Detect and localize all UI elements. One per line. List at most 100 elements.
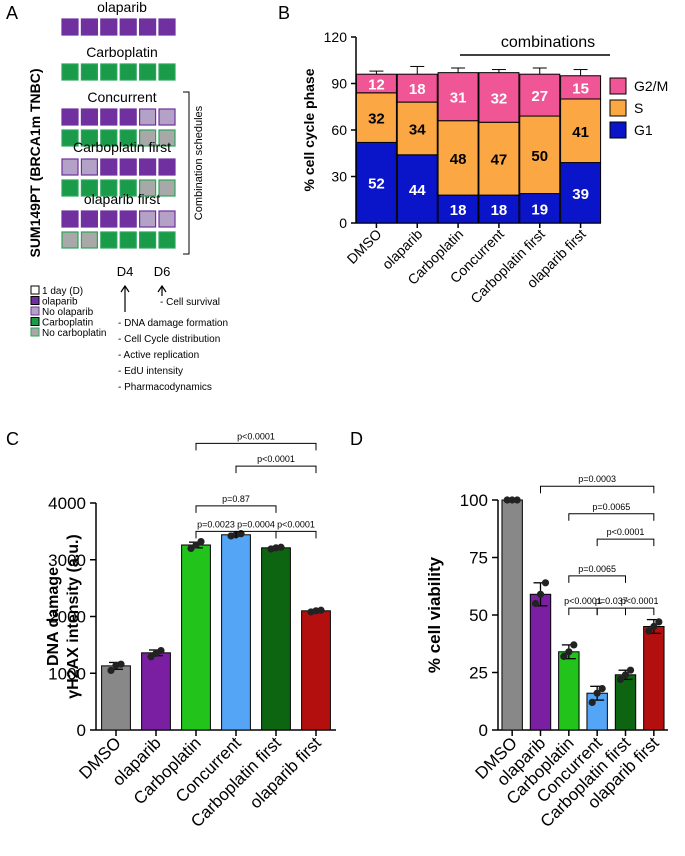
data-point [645, 627, 653, 635]
schedule-day-cell [158, 108, 176, 126]
significance-bracket [625, 607, 655, 616]
bar [221, 534, 251, 731]
legend-swatch [30, 327, 40, 337]
schedule-day-cell [139, 129, 157, 147]
schedule-day-cell [158, 63, 176, 81]
data-point [626, 666, 635, 674]
schedule-day-cell [139, 158, 157, 176]
data-point [117, 660, 125, 668]
segment-label: 12 [368, 77, 385, 94]
schedule-day-cell [119, 179, 137, 197]
legend-swatch [609, 99, 627, 117]
schedule-day-cell [158, 129, 176, 147]
p-value-label: p<0.0001 [277, 519, 315, 529]
data-point [593, 689, 601, 697]
panel-letter-b: B [278, 3, 290, 23]
significance-bracket [235, 465, 317, 474]
d4-mark: D4 [117, 264, 134, 279]
panel-letter-a: A [6, 3, 18, 23]
data-point [277, 543, 285, 551]
schedule-day-cell [100, 231, 118, 249]
significance-bracket [596, 538, 655, 547]
schedule-day-cell [61, 158, 79, 176]
schedule-day-cell [119, 129, 137, 147]
schedule-panel: SUM149PT (BRCA1m TNBC) Combination sched… [27, 0, 228, 393]
bar-segment-s [519, 115, 561, 195]
schedule-day-cell [119, 18, 137, 36]
bar-segment-g1 [560, 162, 602, 224]
schedule-day-cell [80, 63, 99, 81]
significance-bracket [275, 530, 317, 539]
schedule-day-cell [119, 63, 137, 81]
p-value-label: p=0.0023 [197, 519, 235, 529]
data-point [197, 537, 205, 546]
schedule-day-cell [61, 129, 79, 147]
data-point [598, 685, 606, 693]
segment-label: 19 [531, 201, 548, 218]
data-point [541, 579, 550, 587]
bar-segment-s [437, 120, 479, 196]
schedule-day-cell [100, 63, 118, 81]
y-tick-label: 0 [77, 721, 86, 740]
significance-bracket [195, 442, 317, 451]
legend-swatch [609, 121, 627, 139]
legend-swatch [30, 285, 40, 295]
y-tick-label: 0 [479, 721, 488, 740]
segment-label: 39 [572, 186, 589, 203]
p-value-label: p=0.87 [222, 494, 250, 504]
p-value-label: p=0.037 [595, 596, 628, 606]
d6-mark: D6 [154, 264, 171, 279]
d6-arrow [157, 284, 167, 296]
segment-label: 41 [572, 124, 589, 141]
y-axis-label: % cell cycle phase [301, 68, 317, 191]
schedule-day-cell [158, 231, 176, 249]
p-value-label: p<0.0001 [257, 454, 295, 464]
d6-readout: - Cell survival [160, 297, 220, 308]
data-point [107, 666, 115, 675]
y-tick-label: 120 [324, 29, 348, 45]
cell-line-label: SUM149PT (BRCA1m TNBC) [27, 68, 43, 257]
schedule-day-cell [80, 108, 99, 126]
data-point [508, 496, 516, 504]
schedule-day-cell [61, 210, 79, 228]
legend-swatch [30, 317, 40, 326]
p-value-label: p=0.0065 [578, 564, 616, 574]
bar [643, 626, 665, 731]
y-tick-label: 3000 [48, 551, 86, 570]
bar-segment-g2m [437, 72, 479, 122]
y-tick-label: 1000 [48, 664, 86, 683]
segment-label: 32 [491, 90, 508, 107]
schedule-day-cell [80, 179, 99, 197]
data-point [650, 622, 658, 631]
bar [301, 610, 331, 731]
schedule-day-cell [158, 158, 176, 176]
significance-bracket [568, 607, 598, 616]
cell-cycle-chart: 0 30 60 90 120 % cell cycle phase combinations… [301, 29, 668, 306]
data-point [621, 671, 630, 679]
data-point [570, 641, 578, 649]
bar-segment-s [478, 121, 520, 196]
legend-label: S [634, 100, 643, 116]
y-tick-label: 90 [331, 76, 347, 92]
bar [141, 652, 171, 731]
schedule-group-label: Concurrent [87, 89, 156, 105]
y-axis-label: DNA damage [45, 567, 62, 666]
legend-swatch [30, 306, 40, 316]
schedule-day-cell [139, 18, 157, 36]
d4-readout-5: - Pharmacodynamics [118, 382, 212, 393]
significance-bracket [568, 513, 655, 521]
schedule-day-cell [61, 231, 79, 249]
schedule-group-label: olaparib [97, 0, 147, 15]
bar-segment-s [396, 101, 438, 156]
schedule-day-cell [139, 179, 157, 197]
y-tick-label: 4000 [48, 494, 86, 513]
segment-label: 31 [450, 90, 467, 107]
schedule-day-cell [139, 108, 157, 126]
segment-label: 18 [409, 81, 426, 98]
schedule-day-cell [61, 108, 79, 126]
dna-damage-chart: 0 1000 2000 3000 4000 DNA damage γH2AX intensi… [45, 431, 336, 831]
data-point [536, 590, 545, 598]
combinations-label: combinations [501, 34, 595, 51]
p-value-label: p=0.0065 [592, 502, 630, 512]
